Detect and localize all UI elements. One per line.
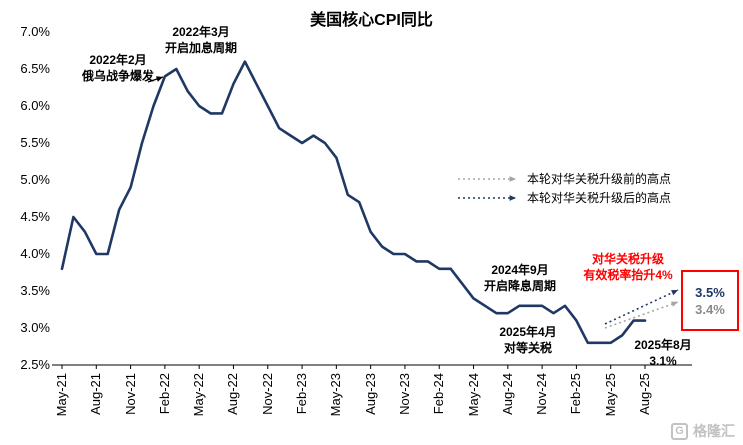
annotation-latest: 2025年8月 3.1% — [626, 337, 700, 369]
legend-row-pre: 本轮对华关税升级前的高点 — [456, 169, 671, 188]
y-tick-label: 7.0% — [20, 24, 50, 39]
annotation-reciprocal-tariff: 2025年4月 对等关税 — [486, 324, 570, 356]
x-tick-label: Nov-24 — [534, 373, 550, 415]
x-tick-label: Feb-23 — [294, 373, 310, 415]
legend: 本轮对华关税升级前的高点 本轮对华关税升级后的高点 — [456, 169, 671, 207]
legend-label-post: 本轮对华关税升级后的高点 — [527, 191, 672, 205]
x-tick-label: May-21 — [54, 373, 69, 417]
annotation-war-line1: 2022年2月 — [89, 53, 147, 67]
pre-escalation-high-value: 3.4% — [695, 301, 725, 317]
y-tick-label: 5.0% — [20, 172, 50, 187]
annotation-rate-hike: 2022年3月 开启加息周期 — [153, 24, 249, 56]
annotation-war: 2022年2月 俄乌战争爆发 — [72, 52, 164, 84]
annotation-escalation-line2: 有效税率抬升4% — [583, 268, 673, 282]
y-tick-label: 3.0% — [20, 320, 50, 335]
x-tick-label: Feb-25 — [568, 373, 584, 415]
post-escalation-high-value: 3.5% — [695, 284, 725, 300]
annotation-rate-cut-line1: 2024年9月 — [491, 263, 549, 277]
gray-dotted-arrow-icon — [458, 175, 516, 182]
navy-dotted-arrow-icon — [458, 194, 516, 201]
x-tick-label: May-24 — [465, 373, 481, 417]
y-tick-label: 6.0% — [20, 98, 50, 113]
annotation-rate-hike-line2: 开启加息周期 — [164, 41, 237, 55]
gelonghui-watermark: G 格隆汇 — [671, 421, 735, 441]
annotation-rate-cut: 2024年9月 开启降息周期 — [470, 262, 570, 294]
y-tick-label: 6.5% — [20, 61, 50, 76]
y-tick-label: 4.5% — [20, 209, 50, 224]
x-tick-label: Aug-21 — [88, 373, 104, 415]
x-tick-label: Nov-23 — [396, 373, 412, 415]
y-tick-label: 5.5% — [20, 135, 50, 150]
x-tick-label: May-22 — [191, 373, 207, 417]
chart-title: 美国核心CPI同比 — [310, 12, 433, 29]
legend-row-post: 本轮对华关税升级后的高点 — [456, 188, 671, 207]
x-tick-label: Nov-22 — [259, 373, 275, 415]
x-tick-label: May-25 — [602, 373, 618, 417]
annotation-rate-cut-line2: 开启降息周期 — [483, 279, 556, 293]
y-tick-label: 2.5% — [20, 357, 50, 372]
gelonghui-logo-icon: G — [671, 422, 688, 440]
x-tick-label: Feb-24 — [431, 373, 447, 415]
annotation-latest-line2: 3.1% — [649, 354, 677, 368]
y-tick-label: 3.5% — [20, 283, 50, 298]
annotation-escalation: 对华关税升级 有效税率抬升4% — [576, 251, 680, 283]
x-tick-label: Aug-22 — [225, 373, 241, 415]
gelonghui-watermark-text: 格隆汇 — [693, 423, 735, 439]
legend-label-pre: 本轮对华关税升级前的高点 — [527, 172, 672, 186]
annotation-reciprocal-tariff-line1: 2025年4月 — [499, 325, 557, 339]
annotation-rate-hike-line1: 2022年3月 — [172, 25, 230, 39]
x-tick-label: Aug-25 — [637, 373, 652, 415]
annotation-escalation-line1: 对华关税升级 — [591, 252, 664, 266]
x-tick-label: Aug-24 — [499, 373, 515, 415]
annotation-war-line2: 俄乌战争爆发 — [81, 69, 154, 83]
y-tick-label: 4.0% — [20, 246, 50, 261]
annotation-latest-line1: 2025年8月 — [634, 338, 692, 352]
x-tick-label: Aug-23 — [362, 373, 378, 415]
x-tick-label: Nov-21 — [122, 373, 138, 415]
x-tick-label: May-23 — [328, 373, 344, 417]
x-tick-label: Feb-22 — [156, 373, 172, 415]
annotation-reciprocal-tariff-line2: 对等关税 — [503, 341, 552, 355]
tariff-projection-box: 3.5% 3.4% — [681, 270, 739, 331]
